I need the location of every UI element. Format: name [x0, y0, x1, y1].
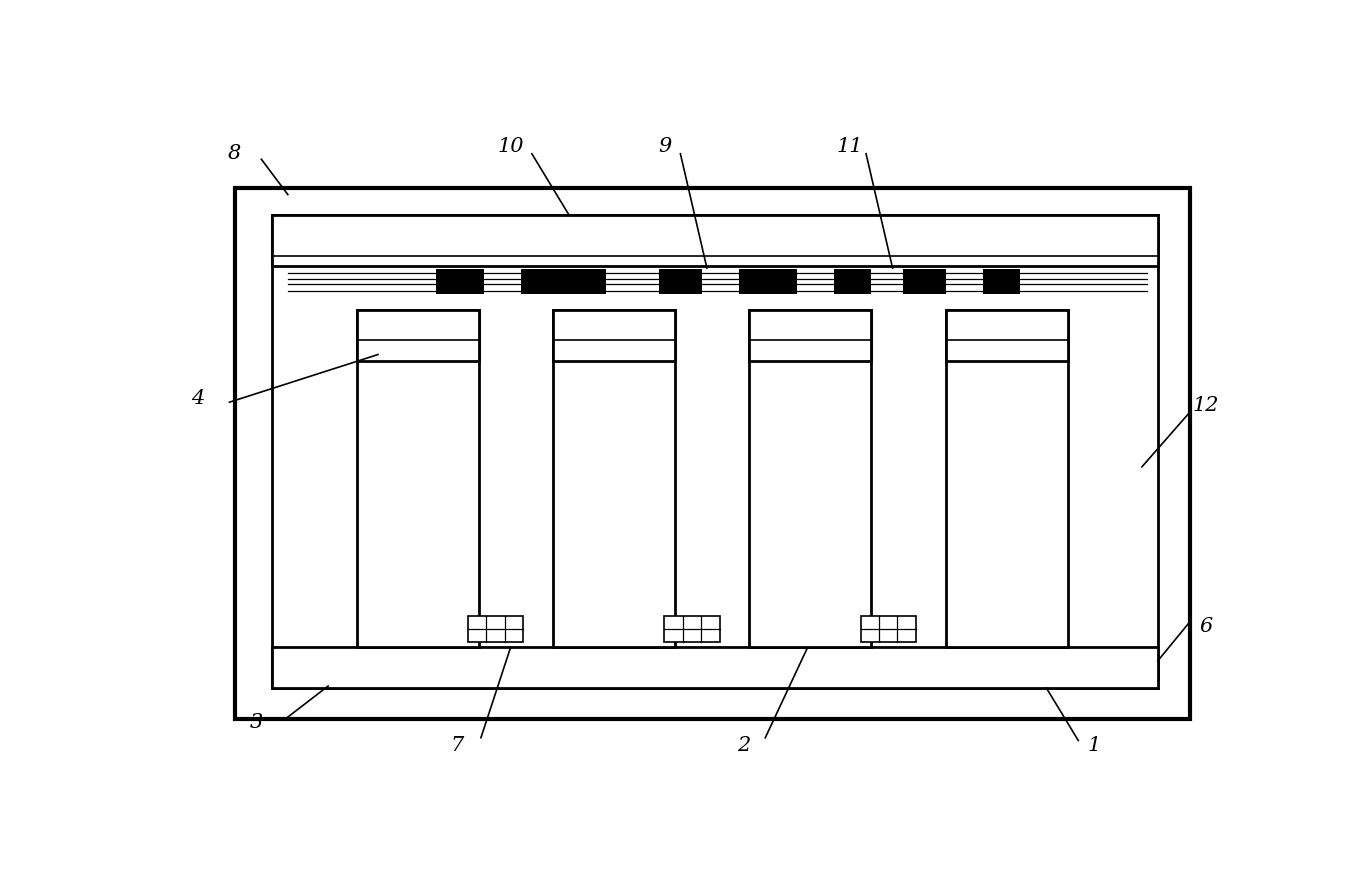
Bar	[357, 310, 479, 362]
Text: 11: 11	[836, 137, 864, 156]
Text: 12: 12	[1192, 396, 1218, 415]
Bar	[553, 310, 675, 647]
Bar	[235, 187, 1190, 719]
Text: 7: 7	[450, 736, 464, 756]
Bar	[861, 616, 916, 642]
Bar	[272, 215, 1158, 266]
Bar	[437, 269, 485, 294]
Bar	[272, 647, 1158, 688]
Bar	[522, 269, 606, 294]
Text: 4: 4	[192, 389, 204, 408]
Text: 6: 6	[1199, 617, 1212, 636]
Bar	[904, 269, 946, 294]
Bar	[739, 269, 797, 294]
Bar	[946, 310, 1068, 362]
Text: 8: 8	[229, 144, 241, 164]
Text: 2: 2	[738, 736, 750, 756]
Bar	[468, 616, 523, 642]
Text: 9: 9	[658, 137, 671, 156]
Bar	[749, 310, 872, 362]
Text: 1: 1	[1087, 736, 1101, 756]
Bar	[834, 269, 872, 294]
Bar	[553, 310, 675, 362]
Bar	[272, 215, 1158, 688]
Bar	[357, 310, 479, 647]
Text: 3: 3	[249, 713, 263, 732]
Bar	[664, 616, 720, 642]
Bar	[660, 269, 702, 294]
Bar	[983, 269, 1020, 294]
Bar	[749, 310, 872, 647]
Bar	[946, 310, 1068, 647]
Text: 10: 10	[497, 137, 524, 156]
